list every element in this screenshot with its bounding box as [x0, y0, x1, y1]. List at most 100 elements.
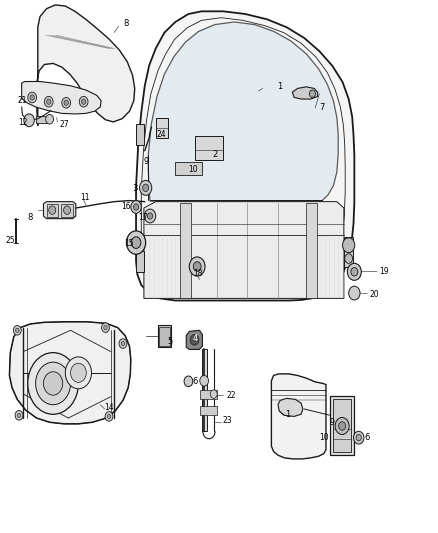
Bar	[46, 204, 58, 216]
Circle shape	[356, 434, 361, 441]
Circle shape	[64, 100, 68, 106]
Circle shape	[49, 206, 56, 214]
Circle shape	[343, 238, 355, 253]
Text: 20: 20	[370, 289, 379, 298]
Circle shape	[17, 413, 21, 417]
Text: 22: 22	[226, 391, 236, 400]
Circle shape	[121, 342, 125, 346]
Bar	[61, 204, 73, 216]
Text: 3: 3	[132, 184, 138, 193]
Bar	[201, 349, 207, 431]
Text: 1: 1	[277, 82, 282, 91]
Bar	[158, 325, 171, 348]
Text: 27: 27	[59, 119, 69, 128]
Circle shape	[44, 96, 53, 107]
Circle shape	[127, 231, 146, 254]
Text: 18: 18	[193, 269, 203, 278]
Text: 15: 15	[124, 239, 134, 248]
Text: 9: 9	[329, 418, 334, 427]
Bar	[175, 162, 201, 175]
Circle shape	[71, 364, 86, 382]
Circle shape	[15, 410, 23, 420]
Circle shape	[353, 431, 364, 444]
Circle shape	[62, 98, 71, 108]
Circle shape	[131, 200, 141, 213]
Circle shape	[140, 180, 152, 195]
Circle shape	[104, 326, 107, 330]
Circle shape	[64, 206, 71, 214]
Circle shape	[145, 209, 155, 223]
Circle shape	[15, 328, 19, 333]
Circle shape	[46, 115, 53, 124]
Bar	[136, 124, 144, 146]
Bar	[200, 406, 217, 415]
Circle shape	[81, 99, 86, 104]
Text: 12: 12	[19, 118, 28, 127]
Circle shape	[28, 92, 36, 103]
Text: 11: 11	[80, 193, 89, 202]
Circle shape	[143, 184, 149, 191]
Circle shape	[200, 375, 208, 386]
Circle shape	[347, 263, 361, 280]
Text: 19: 19	[379, 267, 389, 276]
Circle shape	[335, 417, 349, 434]
Circle shape	[24, 114, 34, 127]
Polygon shape	[136, 11, 354, 301]
Circle shape	[28, 353, 78, 414]
Text: 6: 6	[364, 433, 369, 442]
Polygon shape	[272, 374, 326, 459]
Circle shape	[190, 335, 199, 345]
Text: 1: 1	[286, 410, 290, 419]
Circle shape	[148, 213, 152, 219]
Circle shape	[107, 414, 111, 418]
Text: 4: 4	[192, 334, 198, 343]
Bar	[306, 203, 317, 298]
Circle shape	[339, 422, 346, 430]
Circle shape	[30, 95, 34, 100]
Circle shape	[349, 286, 360, 300]
Text: 2: 2	[212, 150, 217, 159]
Text: 24: 24	[156, 130, 166, 139]
Text: 8: 8	[28, 213, 33, 222]
Text: 21: 21	[18, 95, 27, 104]
Circle shape	[210, 390, 217, 398]
Circle shape	[345, 254, 353, 263]
Text: 16: 16	[122, 202, 131, 211]
Circle shape	[119, 339, 127, 349]
Polygon shape	[148, 22, 338, 201]
Polygon shape	[43, 201, 76, 219]
Text: 5: 5	[167, 337, 173, 346]
Text: 23: 23	[223, 416, 233, 425]
Circle shape	[351, 268, 358, 276]
Circle shape	[105, 411, 113, 421]
Bar	[159, 327, 170, 346]
Polygon shape	[144, 201, 344, 298]
Circle shape	[13, 326, 21, 335]
Polygon shape	[10, 322, 131, 424]
Polygon shape	[36, 5, 135, 126]
Polygon shape	[186, 330, 202, 350]
Circle shape	[35, 362, 71, 405]
Bar	[200, 390, 217, 399]
Circle shape	[134, 204, 139, 210]
Text: 6: 6	[192, 377, 198, 386]
Bar	[195, 136, 223, 160]
Circle shape	[79, 96, 88, 107]
Circle shape	[46, 99, 51, 104]
Circle shape	[193, 262, 201, 271]
Bar	[344, 237, 353, 266]
Circle shape	[184, 376, 193, 386]
Circle shape	[43, 372, 63, 395]
Text: 25: 25	[6, 237, 15, 246]
Circle shape	[131, 237, 141, 248]
Polygon shape	[292, 87, 318, 99]
Text: 10: 10	[188, 165, 198, 174]
Polygon shape	[278, 398, 303, 416]
Circle shape	[189, 257, 205, 276]
Bar	[136, 251, 144, 272]
Text: 9: 9	[143, 157, 148, 166]
Bar	[180, 203, 191, 298]
Text: 14: 14	[104, 403, 114, 413]
Text: 10: 10	[319, 433, 328, 442]
Polygon shape	[21, 82, 101, 114]
